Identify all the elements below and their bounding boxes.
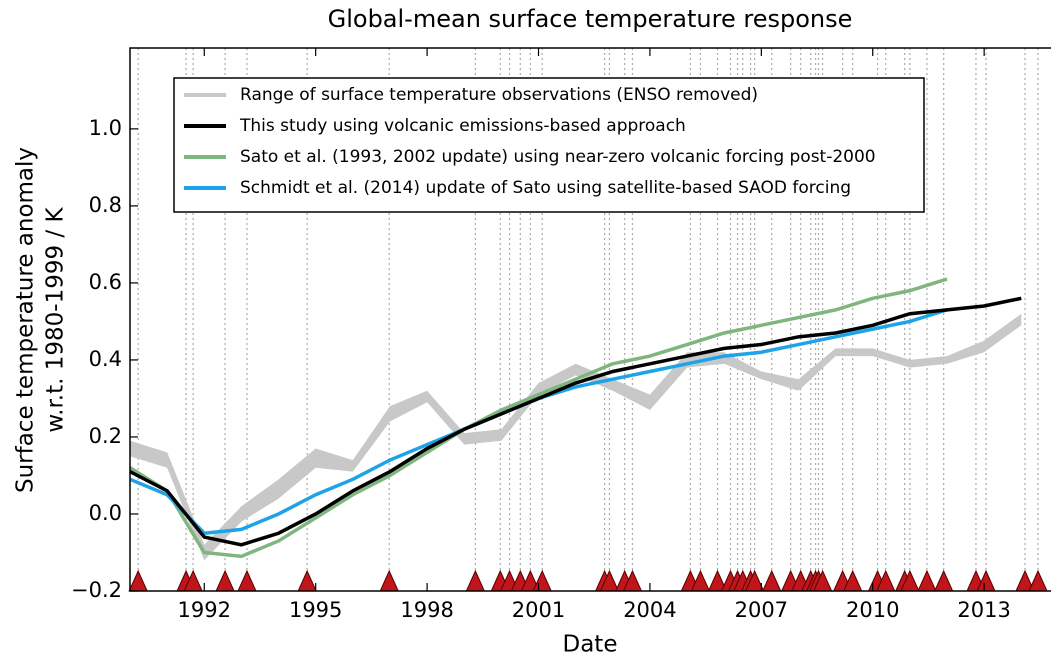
y-tick-label: 0.2 [89,424,122,448]
x-tick-label: 2001 [512,598,565,622]
y-tick-label: 1.0 [89,116,122,140]
chart-title: Global-mean surface temperature response [328,5,853,33]
legend-label: Sato et al. (1993, 2002 update) using ne… [240,147,876,167]
y-tick-label: 0.6 [89,270,122,294]
observation-band [130,313,1022,561]
y-axis-label: Surface temperature anomaly [13,147,39,493]
y-tick-label: −0.2 [71,578,122,602]
x-tick-label: 2013 [957,598,1010,622]
series-line [129,277,948,559]
legend-label: This study using volcanic emissions-base… [239,116,686,136]
legend-box [173,77,925,213]
eruption-marker [297,569,317,592]
x-tick-label: 1995 [289,598,342,622]
y-tick-label: 0.4 [89,347,122,371]
y-axis-label: w.r.t. 1980-1999 / K [43,207,69,433]
legend-label: Range of surface temperature observation… [240,85,758,105]
eruption-marker [237,569,257,592]
eruption-marker [532,569,552,592]
legend-label: Schmidt et al. (2014) update of Sato usi… [240,178,851,198]
eruption-marker [761,569,782,592]
y-tick-label: 0.0 [89,501,122,525]
series-line [129,296,1022,547]
x-tick-label: 2007 [735,598,788,622]
eruption-marker [1028,569,1048,592]
eruption-marker [128,569,148,592]
y-tick-label: 0.8 [89,193,122,217]
eruption-marker [465,569,486,592]
axes-frame [129,47,1051,592]
x-tick-label: 1998 [400,598,453,622]
eruption-marker [215,569,235,592]
eruption-marker [917,569,937,592]
x-tick-label: 1992 [178,598,231,622]
eruption-marker [933,569,954,592]
eruption-marker [379,569,399,592]
x-axis-label: Date [563,632,618,658]
x-tick-label: 2004 [623,598,676,622]
x-tick-label: 2010 [846,598,899,622]
